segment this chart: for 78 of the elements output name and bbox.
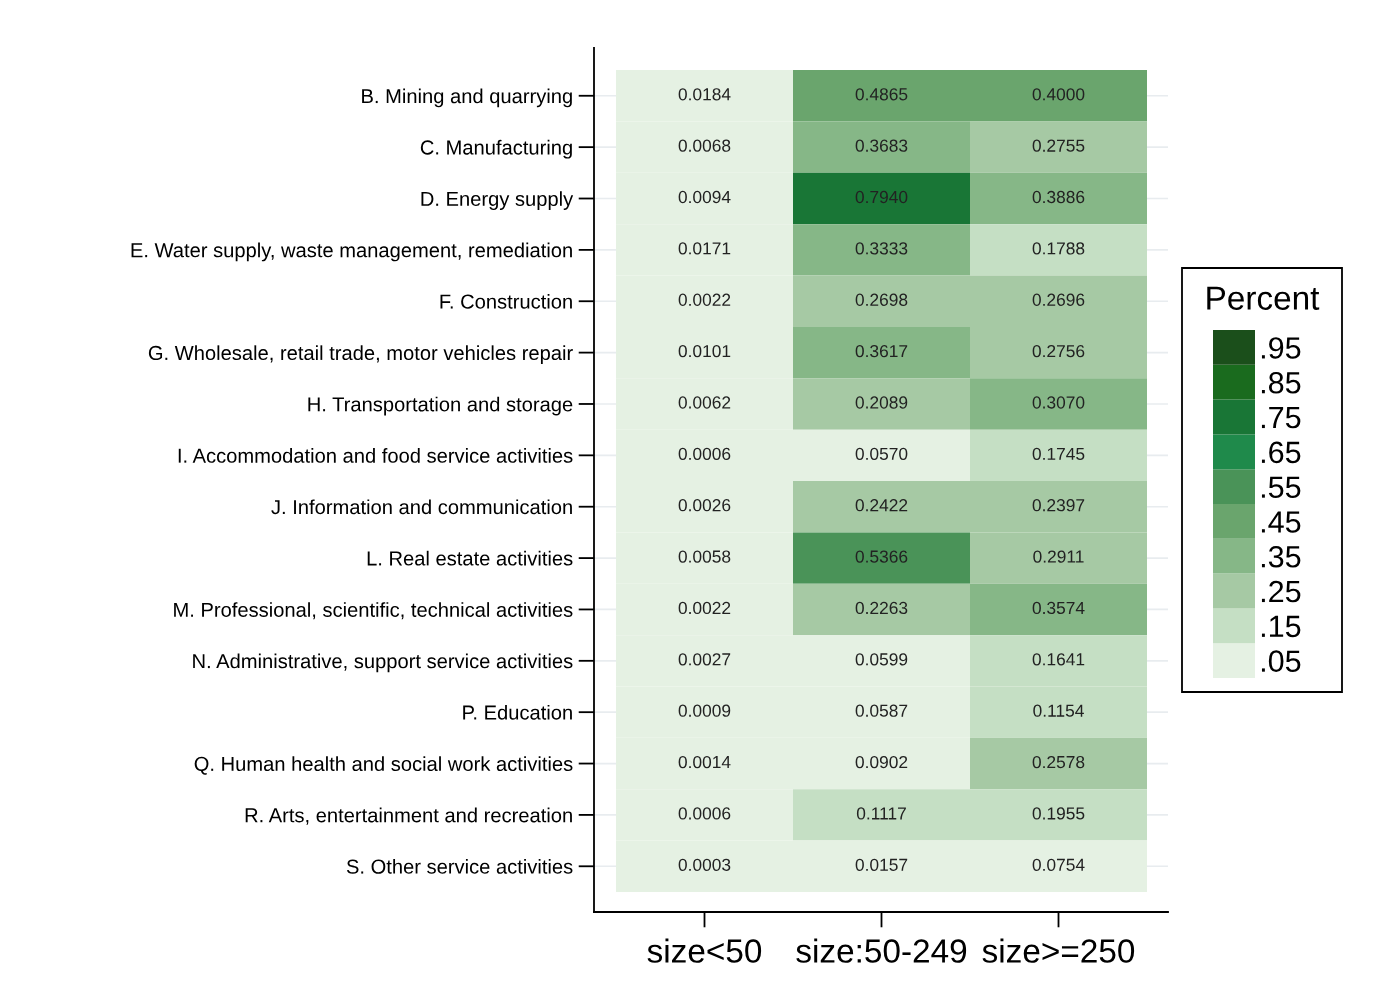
color-bar-label: .15: [1261, 615, 1301, 638]
data-label: 0.2911: [1033, 550, 1084, 563]
y-tick-label: R. Arts, entertainment and recreation: [245, 807, 572, 825]
data-label: 0.2397: [1032, 499, 1085, 512]
data-label: 0.3070: [1032, 396, 1085, 409]
data-label: 0.0006: [678, 447, 731, 460]
data-label: 0.0026: [678, 499, 731, 512]
y-tick-label: J. Information and communication: [271, 499, 572, 515]
data-label: 0.0157: [855, 858, 908, 871]
data-label: 0.0022: [678, 601, 731, 615]
data-label: 0.2756: [1032, 344, 1085, 358]
y-tick-label: Q. Human health and social work activities: [194, 756, 573, 775]
y-tick-label: S. Other service activities: [346, 858, 573, 874]
data-label: 0.3333: [855, 242, 908, 255]
data-label: 0.0027: [678, 653, 731, 666]
data-label: 0.2578: [1032, 755, 1085, 769]
data-label: 0.0058: [678, 550, 731, 563]
data-label: 0.0599: [855, 653, 908, 666]
y-tick-label: N. Administrative, support service activities: [193, 653, 573, 673]
data-label: 0.0014: [678, 755, 731, 769]
data-label: 0.2263: [855, 601, 908, 615]
y-tick-label: I. Accommodation and food service activities: [178, 448, 573, 463]
data-label: 0.1154: [1033, 704, 1084, 717]
color-bar-label: .85: [1261, 371, 1301, 394]
y-tick-label: P. Education: [463, 704, 572, 720]
data-label: 0.0009: [678, 704, 731, 717]
data-label: 0.1745: [1032, 447, 1085, 460]
data-label: 0.0006: [678, 807, 731, 820]
data-label: 0.2698: [855, 293, 908, 306]
data-label: 0.3574: [1032, 601, 1085, 615]
data-label: 0.0022: [678, 293, 731, 306]
data-label: 0.0902: [855, 755, 908, 769]
data-label: 0.4865: [855, 88, 908, 101]
data-label: 0.2755: [1032, 139, 1085, 152]
data-label: 0.3886: [1032, 190, 1085, 204]
y-tick-label: E. Water supply, waste management, remediation: [131, 242, 572, 262]
color-bar-label: .65: [1261, 441, 1301, 464]
data-label: 0.0003: [678, 858, 731, 871]
data-label: 0.0587: [855, 704, 908, 717]
data-label: 0.0101: [678, 344, 731, 358]
data-label: 0.0062: [678, 396, 731, 409]
data-label: 0.1117: [856, 807, 906, 820]
color-bar-label: .25: [1261, 580, 1301, 603]
color-bar-title: Percent: [1207, 286, 1320, 310]
color-bar-label: .95: [1261, 337, 1301, 359]
color-bar-label: .05: [1261, 650, 1301, 672]
color-bar-label: .55: [1261, 476, 1301, 498]
data-label: 0.7940: [855, 190, 908, 204]
y-tick-label: C. Manufacturing: [420, 139, 572, 159]
y-tick-label: H. Transportation and storage: [308, 396, 573, 416]
data-label: 0.3617: [855, 344, 908, 358]
color-bar-label: .75: [1261, 407, 1301, 429]
y-tick-label: F. Construction: [440, 293, 572, 309]
data-label: 0.0068: [678, 139, 731, 152]
y-tick-label: D. Energy supply: [421, 191, 574, 210]
color-bar-label: .35: [1261, 545, 1301, 568]
data-label: 0.0570: [855, 447, 908, 460]
data-label: 0.0184: [678, 88, 731, 101]
x-tick-label: size<50: [647, 938, 762, 963]
x-tick-label: size:50-249: [796, 938, 967, 963]
data-label: 0.0094: [678, 190, 731, 204]
data-label: 0.1955: [1032, 807, 1085, 820]
y-tick-label: B. Mining and quarrying: [362, 88, 572, 108]
data-label: 0.2089: [855, 396, 908, 409]
data-label: 0.0754: [1032, 858, 1085, 871]
y-tick-label: L. Real estate activities: [367, 550, 573, 566]
data-label: 0.5366: [855, 550, 908, 563]
data-label: 0.1641: [1032, 653, 1085, 666]
color-bar-label: .45: [1261, 511, 1301, 533]
data-label: 0.4000: [1032, 88, 1085, 101]
x-tick-label: size>=250: [982, 938, 1135, 963]
data-label: 0.2422: [855, 499, 908, 512]
data-label: 0.2696: [1032, 293, 1085, 306]
data-label: 0.3683: [855, 139, 908, 152]
y-tick-label: G. Wholesale, retail trade, motor vehicles repair: [148, 345, 573, 365]
data-label: 0.1788: [1032, 242, 1085, 255]
data-label: 0.0171: [678, 242, 731, 255]
y-tick-label: M. Professional, scientific, technical activities: [174, 602, 573, 620]
